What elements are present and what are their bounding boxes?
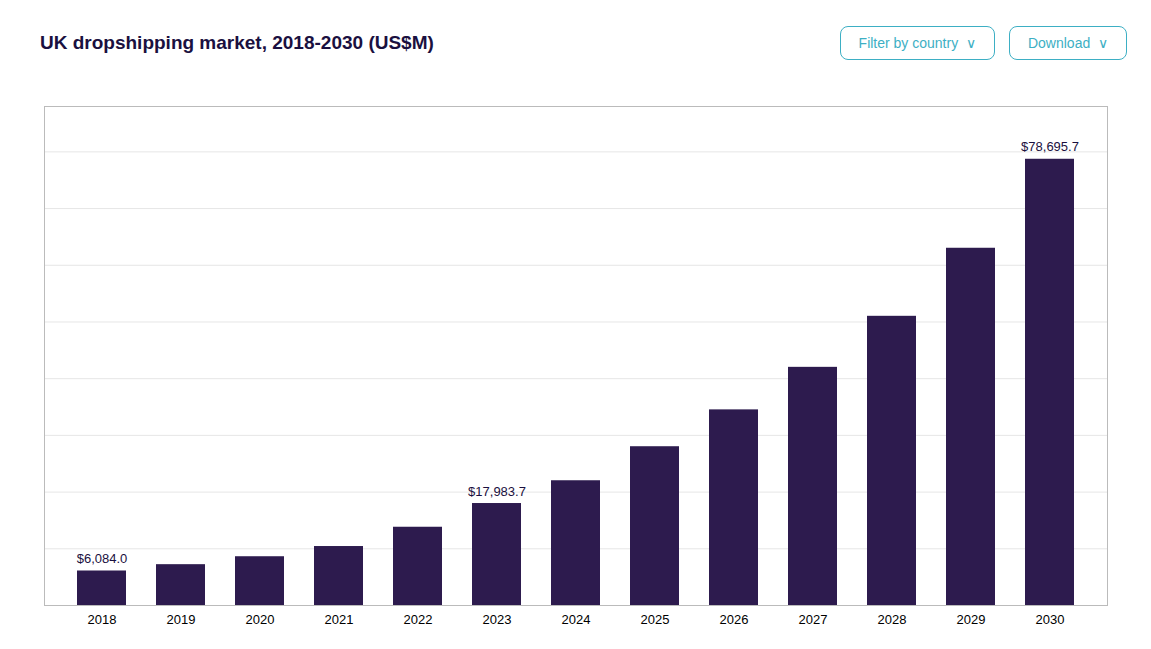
html-text:Download ∨: Download ∨ [1028, 35, 1108, 51]
svg-text:2022: 2022 [404, 612, 433, 627]
svg-text:2024: 2024 [562, 612, 591, 627]
svg-text:2020: 2020 [246, 612, 275, 627]
svg-text:2030: 2030 [1036, 612, 1065, 627]
svg-text:2029: 2029 [957, 612, 986, 627]
svg-text:$17,983.7: $17,983.7 [468, 484, 526, 499]
svg-text:2018: 2018 [88, 612, 117, 627]
svg-text:$6,084.0: $6,084.0 [77, 551, 128, 566]
svg-text:2025: 2025 [641, 612, 670, 627]
svg-text:2026: 2026 [720, 612, 749, 627]
html-text:Filter by country ∨: Filter by country ∨ [858, 35, 976, 51]
svg-text:2023: 2023 [483, 612, 512, 627]
svg-text:2021: 2021 [325, 612, 354, 627]
html-text:UK dropshipping market, 2018-2: UK dropshipping market, 2018-2030 (US$M) [40, 32, 434, 53]
svg-text:$78,695.7: $78,695.7 [1021, 139, 1079, 154]
svg-text:2019: 2019 [167, 612, 196, 627]
svg-text:2027: 2027 [799, 612, 828, 627]
svg-text:2028: 2028 [878, 612, 907, 627]
